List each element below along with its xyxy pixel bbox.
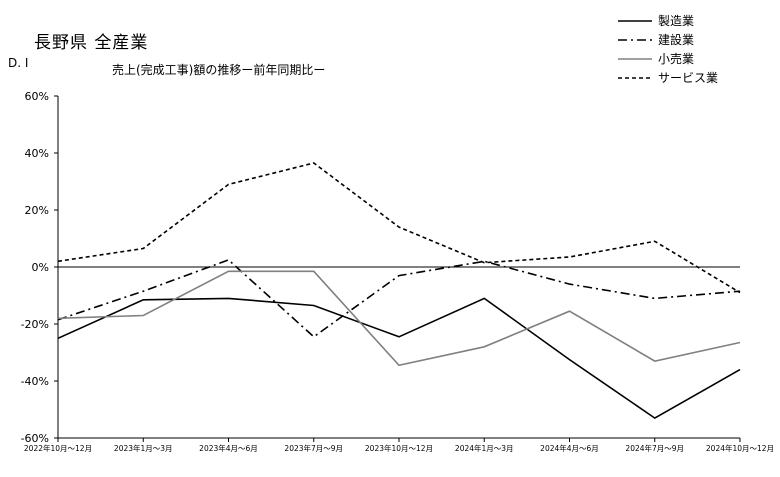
y-tick-label: 40%	[25, 147, 49, 160]
y-tick-label: -40%	[21, 375, 49, 388]
x-tick-label: 2023年4月～6月	[199, 443, 258, 453]
x-tick-label: 2024年4月～6月	[540, 443, 599, 453]
chart-title: 長野県 全産業	[34, 33, 149, 53]
legend-label: サービス業	[658, 71, 718, 85]
series-line-3	[57, 270, 741, 367]
x-tick-label: 2024年10月～12月	[706, 443, 774, 453]
y-tick-label: 60%	[25, 90, 49, 103]
y-tick-label: 0%	[32, 261, 49, 274]
x-tick-label: 2023年10月～12月	[365, 443, 433, 453]
y-tick-label: -20%	[21, 318, 49, 331]
series-line-2	[57, 258, 741, 338]
legend-label: 建設業	[658, 32, 694, 47]
legend-label: 小売業	[658, 51, 694, 66]
chart-subtitle: 売上(完成工事)額の推移ー前年同期比ー	[112, 63, 326, 77]
legend-label: 製造業	[658, 14, 694, 28]
series-line-1	[57, 297, 741, 420]
x-tick-label: 2024年7月～9月	[625, 443, 684, 453]
chart-axes: 60% 40% 20% 0% -20% -40% -60%2022年10月～12月 2023年…	[21, 90, 775, 453]
di-label: D. I	[8, 56, 29, 70]
x-tick-label: 2024年1月～3月	[455, 443, 514, 453]
series-line-4	[57, 162, 741, 294]
x-tick-label: 2022年10月～12月	[24, 443, 92, 453]
series-layer	[57, 162, 741, 420]
y-tick-label: 20%	[25, 204, 49, 217]
x-tick-label: 2023年1月～3月	[114, 443, 173, 453]
x-tick-label: 2023年7月～9月	[284, 443, 343, 453]
y-tick-label: -60%	[21, 432, 49, 445]
